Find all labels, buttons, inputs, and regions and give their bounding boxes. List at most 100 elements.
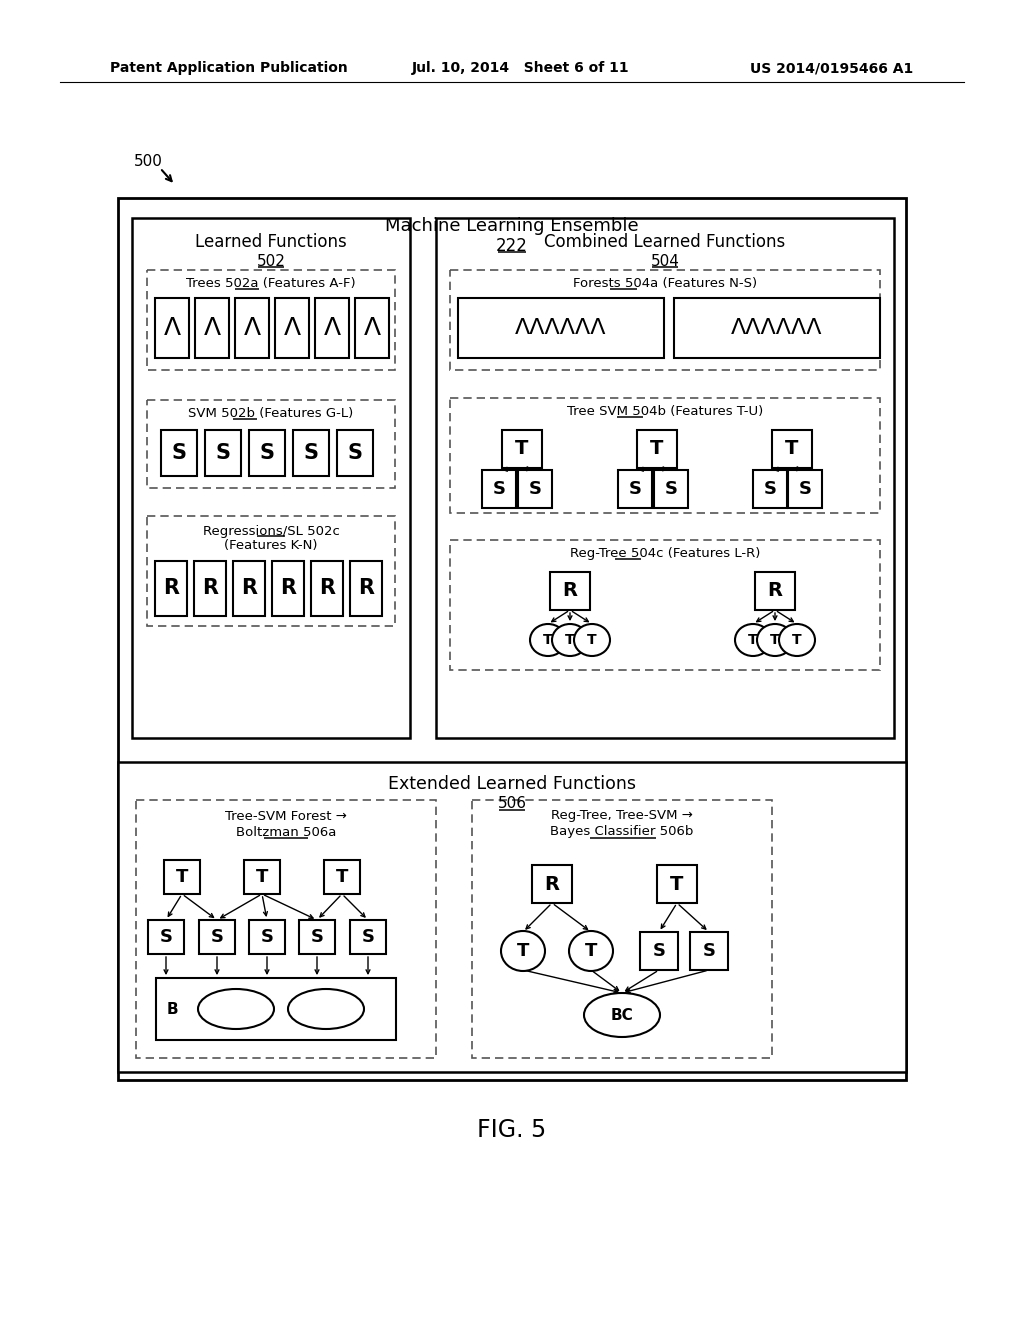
Text: BC: BC <box>610 1007 634 1023</box>
Ellipse shape <box>757 624 793 656</box>
Ellipse shape <box>584 993 660 1038</box>
Ellipse shape <box>288 989 364 1030</box>
Ellipse shape <box>735 624 771 656</box>
Bar <box>136 800 436 1059</box>
Bar <box>244 861 280 894</box>
Text: R: R <box>163 578 179 598</box>
Bar <box>293 430 329 477</box>
Bar <box>532 865 572 903</box>
Text: SVM 502b (Features G-L): SVM 502b (Features G-L) <box>188 408 353 421</box>
Text: S: S <box>702 942 716 960</box>
Text: T: T <box>585 942 597 960</box>
Text: Trees 502a (Features A-F): Trees 502a (Features A-F) <box>186 277 355 290</box>
Text: FIG. 5: FIG. 5 <box>477 1118 547 1142</box>
Text: US 2014/0195466 A1: US 2014/0195466 A1 <box>750 61 913 75</box>
Bar <box>315 298 349 358</box>
Bar <box>147 271 395 370</box>
Text: Extended Learned Functions: Extended Learned Functions <box>388 775 636 793</box>
Text: T: T <box>749 634 758 647</box>
Bar <box>148 920 184 954</box>
Text: ΛΛΛΛΛΛ: ΛΛΛΛΛΛ <box>515 318 607 338</box>
Text: T: T <box>770 634 780 647</box>
Text: Regressions/SL 502c: Regressions/SL 502c <box>203 524 339 537</box>
Text: S: S <box>260 928 273 946</box>
Bar <box>502 430 542 469</box>
Bar <box>249 430 285 477</box>
Ellipse shape <box>501 931 545 972</box>
Text: Tree-SVM Forest →: Tree-SVM Forest → <box>225 809 347 822</box>
Bar <box>674 298 880 358</box>
Bar <box>458 298 664 358</box>
Text: R: R <box>562 582 578 601</box>
Text: B: B <box>166 1002 178 1016</box>
Bar <box>618 470 652 508</box>
Ellipse shape <box>552 624 588 656</box>
Bar <box>788 470 822 508</box>
Ellipse shape <box>779 624 815 656</box>
Text: R: R <box>241 578 257 598</box>
Text: Machine Learning Ensemble: Machine Learning Ensemble <box>385 216 639 235</box>
Text: R: R <box>768 582 782 601</box>
Bar <box>234 298 269 358</box>
Text: S: S <box>493 480 506 498</box>
Bar <box>755 572 795 610</box>
Text: R: R <box>319 578 335 598</box>
Text: 506: 506 <box>498 796 526 812</box>
Bar <box>155 298 189 358</box>
Text: 504: 504 <box>650 253 680 268</box>
Ellipse shape <box>198 989 274 1030</box>
Text: T: T <box>671 874 684 894</box>
Bar <box>637 430 677 469</box>
Text: S: S <box>347 444 362 463</box>
Text: 502: 502 <box>257 253 286 268</box>
Text: R: R <box>545 874 559 894</box>
Text: S: S <box>629 480 641 498</box>
Bar <box>482 470 516 508</box>
Text: Reg-Tree, Tree-SVM →: Reg-Tree, Tree-SVM → <box>551 809 693 822</box>
Ellipse shape <box>574 624 610 656</box>
Bar <box>518 470 552 508</box>
Bar <box>164 861 200 894</box>
Bar <box>132 218 410 738</box>
Bar <box>233 561 265 616</box>
Text: T: T <box>515 440 528 458</box>
Text: S: S <box>799 480 811 498</box>
Text: S: S <box>303 444 318 463</box>
Bar <box>350 920 386 954</box>
Bar <box>355 298 389 358</box>
Bar <box>640 932 678 970</box>
Text: Patent Application Publication: Patent Application Publication <box>110 61 348 75</box>
Text: T: T <box>543 634 553 647</box>
Text: Reg-Tree 504c (Features L-R): Reg-Tree 504c (Features L-R) <box>569 548 760 561</box>
Bar <box>450 399 880 513</box>
Text: T: T <box>650 440 664 458</box>
Text: S: S <box>160 928 172 946</box>
Bar <box>147 516 395 626</box>
Text: R: R <box>202 578 218 598</box>
Text: Forests 504a (Features N-S): Forests 504a (Features N-S) <box>573 277 757 290</box>
Text: S: S <box>764 480 776 498</box>
Text: S: S <box>310 928 324 946</box>
Text: Λ: Λ <box>284 315 301 341</box>
Bar <box>275 298 309 358</box>
Text: T: T <box>587 634 597 647</box>
Bar <box>311 561 343 616</box>
Bar <box>299 920 335 954</box>
Text: Learned Functions: Learned Functions <box>196 234 347 251</box>
Bar <box>550 572 590 610</box>
Bar <box>450 271 880 370</box>
Text: S: S <box>528 480 542 498</box>
Bar <box>205 430 241 477</box>
Text: Λ: Λ <box>204 315 220 341</box>
Text: S: S <box>259 444 274 463</box>
Text: S: S <box>211 928 223 946</box>
Bar <box>156 978 396 1040</box>
Text: T: T <box>336 869 348 886</box>
Bar <box>690 932 728 970</box>
Text: ΛΛΛΛΛΛ: ΛΛΛΛΛΛ <box>731 318 822 338</box>
Text: Λ: Λ <box>164 315 180 341</box>
Bar <box>199 920 234 954</box>
Bar <box>147 400 395 488</box>
Text: T: T <box>793 634 802 647</box>
Ellipse shape <box>569 931 613 972</box>
